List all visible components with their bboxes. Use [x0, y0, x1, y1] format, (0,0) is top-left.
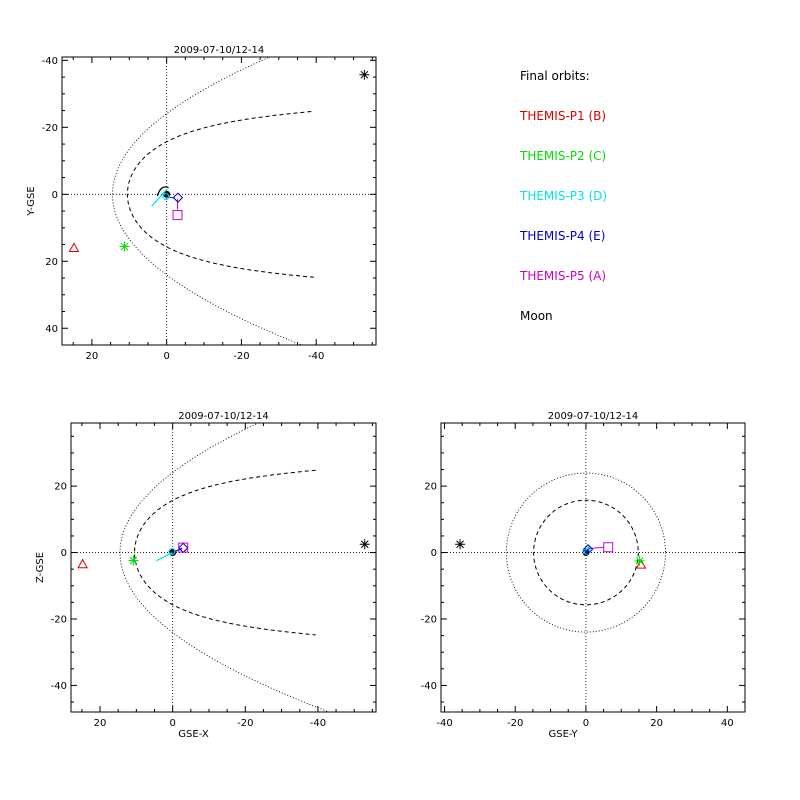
marker-p4: [172, 192, 184, 203]
bow-shock-curve: [112, 57, 303, 345]
marker-moon: [359, 69, 370, 80]
legend-item-moon: Moon: [520, 309, 553, 323]
marker-p5: [172, 210, 183, 221]
y-tick-label: -40: [51, 681, 67, 692]
magnetopause-curve: [126, 110, 314, 278]
marker-p1: [68, 242, 80, 252]
marker-p3: [162, 193, 170, 201]
y-tick-label: 0: [52, 190, 58, 201]
p3-track: [581, 545, 590, 555]
x-tick-label: -20: [507, 718, 523, 729]
y-tick-label: -40: [421, 681, 437, 692]
y-tick-label: 20: [424, 482, 437, 493]
magnetopause-circle: [533, 499, 639, 606]
x-axis-label: GSE-Y: [549, 729, 579, 740]
x-tick-label: 0: [169, 718, 175, 729]
y-tick-label: -40: [42, 56, 58, 67]
marker-moon: [359, 539, 370, 550]
x-tick-label: 0: [163, 351, 169, 362]
plot-frame: [61, 56, 377, 346]
plot-title: 2009-07-10/12-14: [548, 411, 639, 422]
plots-layer: 20 0 -20 -40 -40 -20 0 20 40 2009-07-10/12-14 Y-GS…: [26, 45, 746, 740]
marker-p1: [77, 558, 88, 569]
magnetopause-curve: [134, 469, 316, 636]
bow-shock-circle: [505, 472, 666, 633]
plot-frame: [70, 422, 377, 713]
y-axis-label: Z-GSE: [35, 552, 46, 583]
legend-item-p5: THEMIS-P5 (A): [519, 269, 606, 283]
y-axis-label: Y-GSE: [26, 186, 37, 216]
x-tick-label: 20: [86, 351, 99, 362]
x-tick-label: 20: [650, 718, 663, 729]
x-tick-label: 0: [583, 718, 589, 729]
earth-orbit-arc: [156, 186, 169, 197]
x-tick-label: 40: [721, 718, 734, 729]
orbit-plot-1: 20 0 -20 -40 -40 -20 0 20 40 2009-07-10/12-14 Y-GS…: [26, 45, 377, 362]
x-axis-label: GSE-X: [178, 729, 209, 740]
x-tick-label: -20: [233, 351, 249, 362]
marker-p5: [603, 542, 614, 553]
y-tick-label: 20: [45, 257, 58, 268]
orbit-plot-2: 20 0 -20 -40 -40 -20 0 20 2009-07-10/12-14 GSE-X Z…: [35, 411, 377, 740]
y-tick-label: 20: [54, 482, 67, 493]
marker-p3: [168, 548, 176, 556]
legend-item-p1: THEMIS-P1 (B): [519, 109, 606, 123]
marker-p4: [177, 542, 189, 554]
marker-p2: [119, 241, 130, 252]
orbit-plot-3: -40 -20 0 20 40 -40 -20 0 20 2009-07-10/12-14 GSE-…: [421, 411, 746, 740]
x-tick-label: -20: [237, 718, 253, 729]
x-tick-label: -40: [310, 718, 326, 729]
y-tick-label: 40: [45, 324, 58, 335]
legend: Final orbits: THEMIS-P1 (B) THEMIS-P2 (C) T…: [519, 69, 607, 323]
p3-track: [151, 188, 168, 207]
legend-item-p3: THEMIS-P3 (D): [519, 189, 607, 203]
p4-track: [172, 547, 183, 554]
legend-heading: Final orbits:: [520, 69, 590, 83]
y-tick-label: 0: [431, 548, 437, 559]
y-tick-label: -20: [42, 123, 58, 134]
marker-p5: [178, 542, 189, 553]
bow-shock-curve: [119, 423, 331, 712]
plot-title: 2009-07-10/12-14: [178, 411, 269, 422]
legend-item-p4: THEMIS-P4 (E): [519, 229, 605, 243]
plot-frame: [440, 422, 746, 713]
x-tick-label: 20: [94, 718, 107, 729]
p5-track: [587, 546, 604, 550]
marker-p2: [128, 555, 139, 566]
x-tick-label: -40: [308, 351, 324, 362]
plot-title: 2009-07-10/12-14: [174, 45, 265, 56]
y-tick-label: 0: [61, 548, 67, 559]
marker-p4: [582, 544, 594, 555]
marker-p2: [634, 555, 645, 566]
legend-item-p2: THEMIS-P2 (C): [519, 149, 606, 163]
x-tick-label: -40: [436, 718, 452, 729]
y-tick-label: -20: [51, 614, 67, 625]
y-tick-label: -20: [421, 614, 437, 625]
marker-moon: [455, 539, 466, 550]
